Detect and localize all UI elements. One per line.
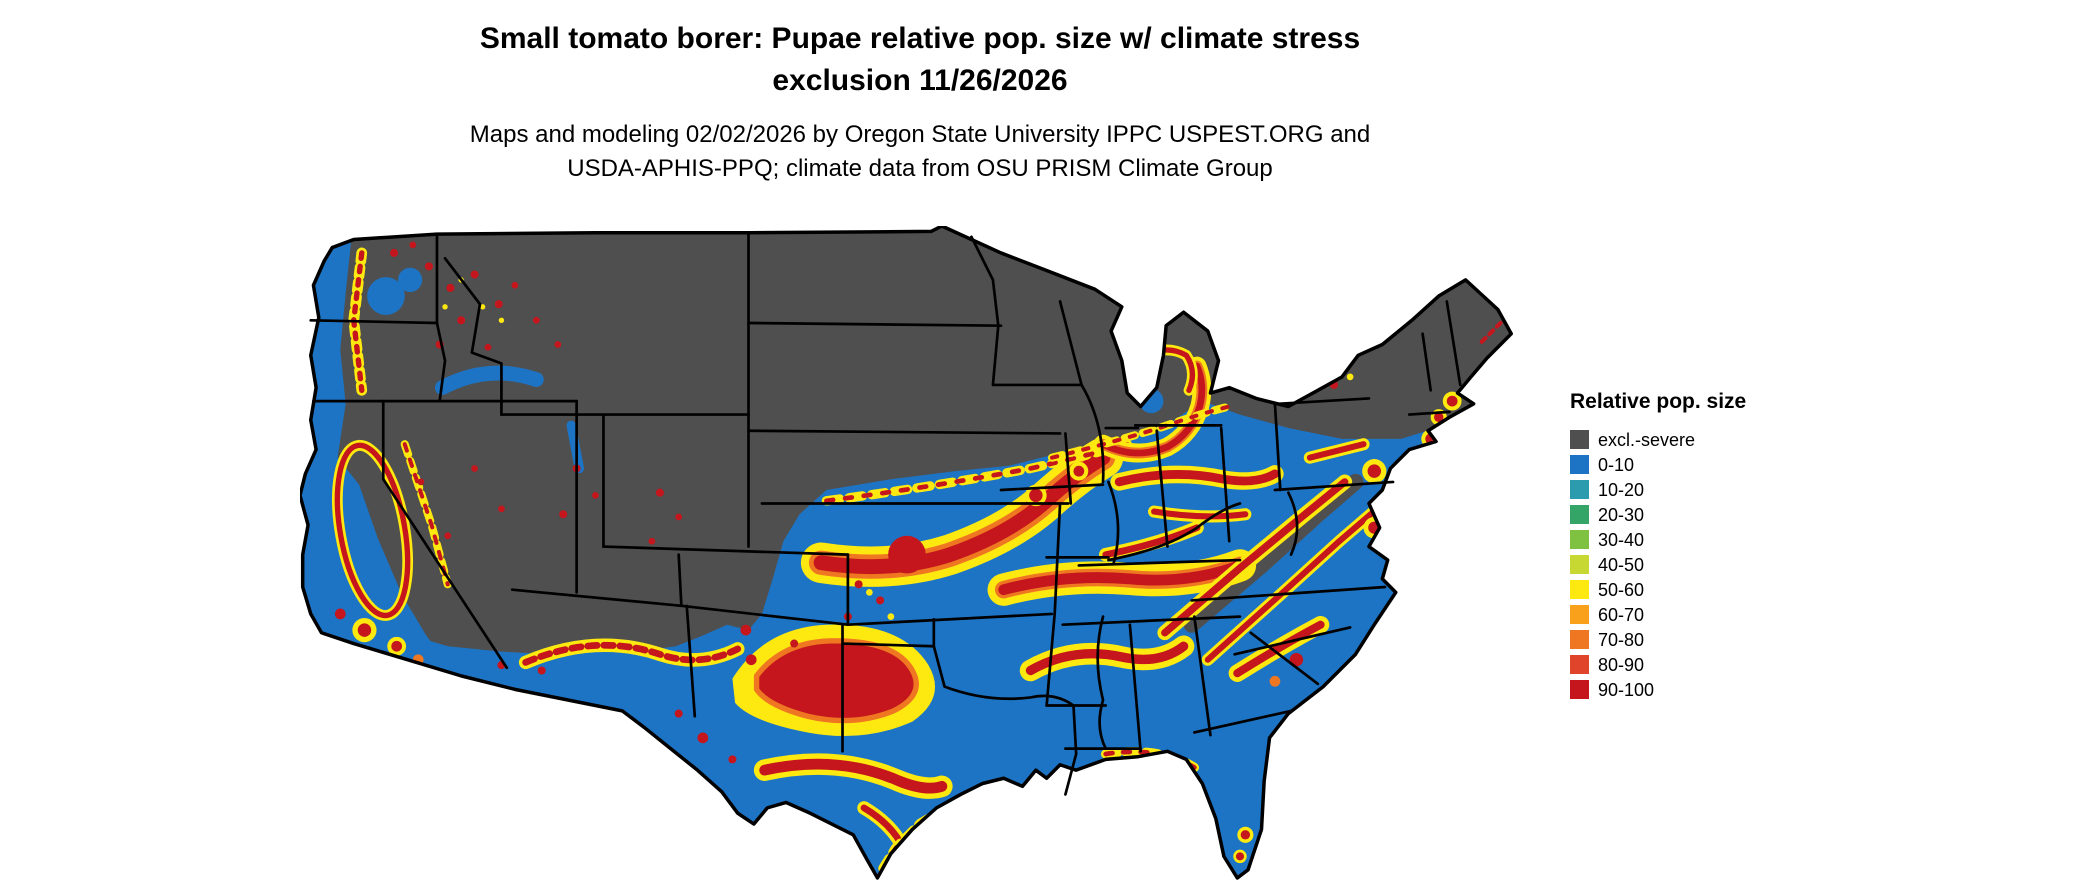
legend-item-label: 0-10 bbox=[1598, 454, 1635, 475]
map-title: Small tomato borer: Pupae relative pop. … bbox=[0, 18, 1840, 102]
legend-item-label: 70-80 bbox=[1598, 629, 1645, 650]
legend-swatch bbox=[1570, 480, 1589, 499]
legend-item-label: 60-70 bbox=[1598, 604, 1645, 625]
map-subtitle-line1: Maps and modeling 02/02/2026 by Oregon S… bbox=[469, 121, 1371, 148]
legend-item-label: excl.-severe bbox=[1598, 429, 1696, 450]
legend-item: 10-20 bbox=[1570, 477, 1746, 502]
legend-item: 30-40 bbox=[1570, 527, 1746, 552]
legend-item-label: 50-60 bbox=[1598, 579, 1645, 600]
legend-swatch bbox=[1570, 455, 1589, 474]
legend-swatch bbox=[1570, 605, 1589, 624]
legend-item: 70-80 bbox=[1570, 627, 1746, 652]
legend-item: 60-70 bbox=[1570, 602, 1746, 627]
legend-swatch bbox=[1570, 630, 1589, 649]
legend-item-label: 40-50 bbox=[1598, 554, 1645, 575]
legend-swatch bbox=[1570, 555, 1589, 574]
legend-item: 80-90 bbox=[1570, 652, 1746, 677]
legend-item-label: 30-40 bbox=[1598, 529, 1645, 550]
legend-item-label: 90-100 bbox=[1598, 679, 1655, 700]
legend-item-label: 80-90 bbox=[1598, 654, 1645, 675]
us-map bbox=[300, 226, 1522, 886]
legend: Relative pop. size excl.-severe 0-10 10-… bbox=[1570, 390, 1746, 702]
us-outline bbox=[300, 226, 1514, 880]
map-subtitle: Maps and modeling 02/02/2026 by Oregon S… bbox=[0, 118, 1840, 186]
legend-item: 0-10 bbox=[1570, 452, 1746, 477]
us-map-svg bbox=[300, 226, 1514, 880]
state-borders bbox=[309, 232, 1462, 796]
legend-swatch bbox=[1570, 580, 1589, 599]
map-title-line1: Small tomato borer: Pupae relative pop. … bbox=[479, 22, 1361, 55]
legend-item: 40-50 bbox=[1570, 552, 1746, 577]
title-block: Small tomato borer: Pupae relative pop. … bbox=[0, 18, 1840, 186]
legend-item: 20-30 bbox=[1570, 502, 1746, 527]
legend-swatch bbox=[1570, 680, 1589, 699]
legend-item-label: 10-20 bbox=[1598, 479, 1645, 500]
map-subtitle-line2: USDA-APHIS-PPQ; climate data from OSU PR… bbox=[567, 155, 1273, 183]
legend-item: excl.-severe bbox=[1570, 427, 1746, 452]
legend-swatch bbox=[1570, 530, 1589, 549]
legend-item-label: 20-30 bbox=[1598, 504, 1645, 525]
legend-swatch bbox=[1570, 505, 1589, 524]
legend-swatch bbox=[1570, 655, 1589, 674]
legend-item: 90-100 bbox=[1570, 677, 1746, 702]
map-speckle-layer bbox=[389, 241, 1354, 764]
map-high-pop-layer bbox=[332, 247, 1503, 876]
legend-swatch bbox=[1570, 430, 1589, 449]
legend-item: 50-60 bbox=[1570, 577, 1746, 602]
map-title-line2: exclusion 11/26/2026 bbox=[772, 64, 1068, 97]
legend-title: Relative pop. size bbox=[1570, 390, 1747, 413]
